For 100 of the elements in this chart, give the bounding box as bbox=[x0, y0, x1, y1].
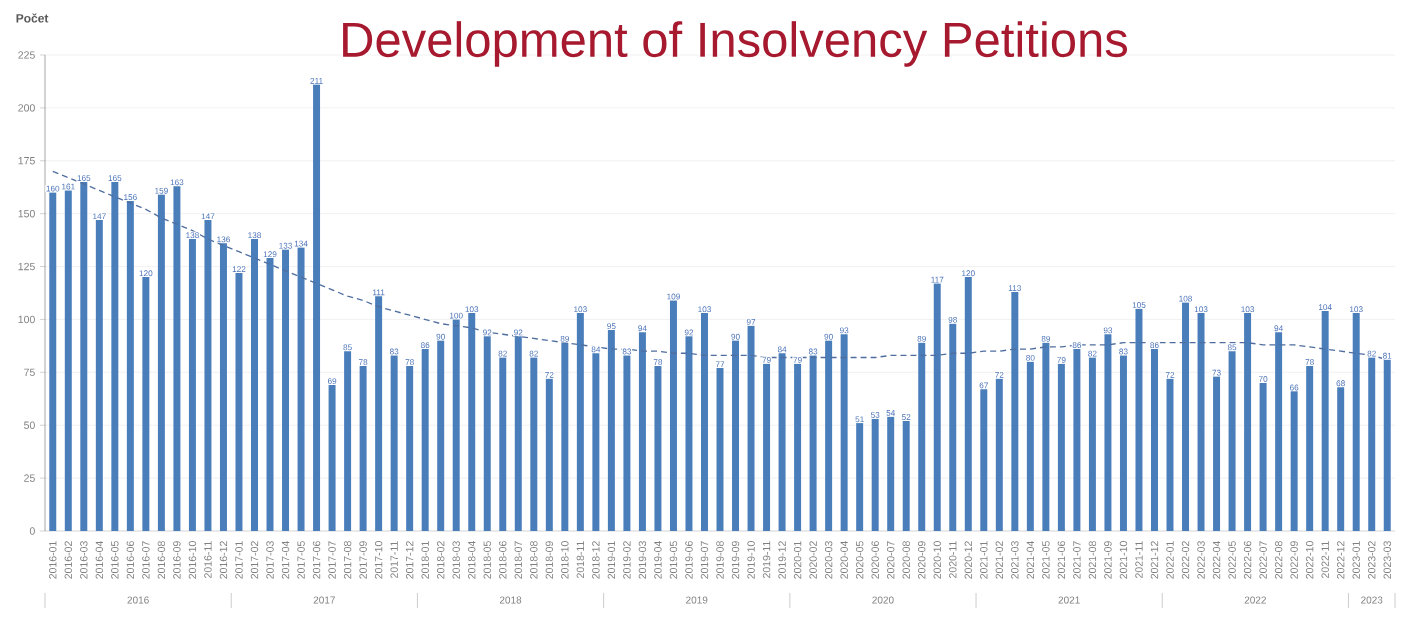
text: 2022 bbox=[1244, 596, 1266, 604]
bar bbox=[545, 378, 553, 531]
bar bbox=[1337, 387, 1345, 531]
x-tick-label: 2022-04 bbox=[1212, 541, 1221, 579]
x-tick-label: 2019-06 bbox=[685, 541, 693, 579]
x-tick-label: 2018-07 bbox=[514, 541, 523, 579]
x-tick-label: 2022-09 bbox=[1290, 541, 1298, 579]
data-label: 73 bbox=[1212, 369, 1221, 376]
data-label: 84 bbox=[591, 346, 601, 353]
data-label: 113 bbox=[1008, 285, 1022, 291]
bar bbox=[1182, 302, 1190, 531]
x-tick-label: 2017-02 bbox=[250, 541, 259, 579]
data-label: 52 bbox=[901, 414, 911, 421]
x-tick-label: 2019-03 bbox=[638, 541, 647, 579]
data-label: 92 bbox=[514, 329, 523, 336]
bar bbox=[359, 365, 367, 531]
y-tick-label: 200 bbox=[18, 104, 35, 112]
data-label: 83 bbox=[389, 348, 399, 355]
bar bbox=[794, 363, 802, 531]
bar bbox=[949, 323, 957, 531]
bar bbox=[375, 296, 383, 531]
bar bbox=[1275, 332, 1283, 531]
data-label: 94 bbox=[1274, 325, 1283, 332]
x-tick-label: 2020-05 bbox=[855, 541, 864, 579]
x-tick-label: 2021-02 bbox=[995, 541, 1004, 579]
data-label: 82 bbox=[529, 350, 538, 357]
data-label: 92 bbox=[483, 329, 492, 336]
bar bbox=[1119, 355, 1127, 531]
x-tick-label: 2022-11 bbox=[1321, 541, 1329, 578]
text: 2020 bbox=[872, 596, 894, 604]
bar bbox=[204, 220, 212, 531]
x-tick-label: 2021-01 bbox=[980, 541, 988, 579]
y-tick-label: 175 bbox=[18, 157, 35, 165]
bar bbox=[1135, 308, 1143, 531]
x-tick-label: 2022-05 bbox=[1228, 541, 1236, 579]
bar bbox=[778, 353, 786, 531]
x-tick-label: 2021-07 bbox=[1073, 541, 1081, 579]
bar bbox=[825, 340, 833, 531]
x-tick-label: 2017-11 bbox=[390, 541, 398, 578]
x-tick-label: 2016-08 bbox=[157, 541, 166, 579]
text: 2021 bbox=[1058, 596, 1080, 604]
data-label: 138 bbox=[248, 232, 261, 239]
bar bbox=[980, 389, 988, 531]
bar bbox=[282, 249, 290, 531]
bar bbox=[219, 243, 227, 531]
x-tick-label: 2019-09 bbox=[731, 541, 740, 579]
data-label: 67 bbox=[979, 382, 988, 389]
bar bbox=[933, 283, 941, 531]
data-label: 85 bbox=[343, 344, 352, 351]
x-tick-label: 2022-07 bbox=[1259, 541, 1267, 579]
bar bbox=[313, 84, 321, 531]
y-axis-title: Počet bbox=[16, 13, 49, 23]
data-label: 83 bbox=[622, 348, 632, 355]
x-tick-label: 2021-10 bbox=[1119, 541, 1128, 579]
bar bbox=[344, 351, 352, 531]
x-tick-label: 2018-02 bbox=[436, 541, 445, 579]
bar bbox=[747, 325, 755, 531]
data-label: 138 bbox=[186, 232, 199, 239]
bar bbox=[514, 336, 522, 531]
data-label: 79 bbox=[793, 357, 802, 363]
data-label: 163 bbox=[170, 179, 184, 186]
x-tick-label: 2022-01 bbox=[1166, 541, 1174, 579]
data-label: 86 bbox=[1150, 342, 1159, 349]
bar bbox=[592, 353, 600, 531]
data-label: 109 bbox=[667, 293, 680, 300]
bar bbox=[685, 336, 693, 531]
bar bbox=[638, 332, 646, 531]
x-tick-label: 2020-07 bbox=[886, 541, 895, 579]
data-label: 90 bbox=[824, 333, 833, 340]
data-label: 120 bbox=[139, 270, 153, 277]
data-label: 160 bbox=[46, 185, 60, 192]
x-tick-label: 2019-10 bbox=[747, 541, 755, 579]
bar bbox=[1259, 382, 1267, 531]
x-tick-label: 2019-01 bbox=[607, 541, 616, 579]
bar bbox=[1026, 361, 1034, 531]
bar bbox=[188, 239, 196, 531]
bar bbox=[995, 378, 1003, 531]
data-label: 85 bbox=[1227, 344, 1237, 351]
data-label: 51 bbox=[855, 416, 864, 423]
bar bbox=[1088, 357, 1096, 531]
data-label: 81 bbox=[1383, 352, 1392, 359]
x-tick-label: 2018-04 bbox=[468, 541, 476, 579]
data-label: 161 bbox=[62, 183, 75, 190]
data-label: 68 bbox=[1336, 380, 1345, 387]
data-label: 156 bbox=[124, 194, 137, 200]
x-tick-label: 2016-07 bbox=[142, 541, 150, 579]
data-label: 100 bbox=[450, 312, 463, 319]
data-label: 133 bbox=[279, 242, 293, 249]
data-label: 136 bbox=[217, 236, 230, 243]
x-tick-label: 2016-02 bbox=[64, 541, 73, 579]
y-tick-label: 0 bbox=[29, 527, 35, 535]
data-label: 105 bbox=[1132, 302, 1146, 308]
bar bbox=[732, 340, 740, 531]
data-label: 97 bbox=[746, 319, 756, 325]
x-tick-label: 2023-01 bbox=[1352, 541, 1360, 579]
x-tick-label: 2019-02 bbox=[623, 541, 631, 579]
data-label: 72 bbox=[1165, 371, 1175, 378]
bar bbox=[530, 357, 538, 531]
x-tick-label: 2021-04 bbox=[1026, 541, 1035, 579]
x-tick-label: 2022-02 bbox=[1181, 541, 1190, 579]
